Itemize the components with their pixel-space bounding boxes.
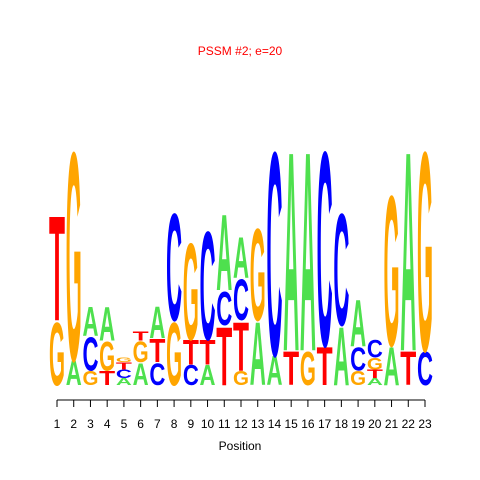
logo-letter: T bbox=[233, 309, 249, 387]
logo-letter: G bbox=[417, 92, 433, 410]
x-tick-label: 23 bbox=[418, 417, 432, 431]
logo-letter: T bbox=[200, 334, 217, 372]
logo-letter: T bbox=[283, 342, 299, 396]
logo-letter: C bbox=[216, 282, 232, 336]
logo-letter: G bbox=[367, 355, 383, 373]
x-tick-label: 19 bbox=[351, 417, 365, 431]
x-tick-label: 13 bbox=[251, 417, 265, 431]
chart-title: PSSM #2; e=20 bbox=[198, 44, 283, 58]
x-tick-label: 1 bbox=[54, 417, 61, 431]
logo-letter: T bbox=[149, 334, 165, 371]
logo-letter: C bbox=[333, 181, 349, 360]
x-tick-label: 11 bbox=[218, 417, 231, 431]
logo-letter: T bbox=[216, 310, 232, 404]
x-tick-label: 16 bbox=[301, 417, 315, 431]
logo-letter: T bbox=[99, 367, 115, 389]
logo-letter: A bbox=[216, 192, 232, 313]
x-tick-label: 18 bbox=[335, 417, 349, 431]
logo-letter: A bbox=[266, 348, 282, 394]
logo-letter: A bbox=[250, 303, 266, 404]
logo-letter: C bbox=[149, 356, 165, 392]
logo-letter: T bbox=[400, 342, 416, 396]
logo-letter: A bbox=[200, 359, 216, 391]
x-tick-label: 4 bbox=[104, 417, 111, 431]
logo-letter: C bbox=[417, 342, 433, 396]
logo-letter: T bbox=[133, 329, 149, 344]
logo-letter: A bbox=[283, 92, 299, 410]
x-tick-label: 6 bbox=[137, 417, 144, 431]
logo-letter: A bbox=[384, 337, 400, 398]
logo-letter: C bbox=[350, 342, 366, 379]
logo-letter: C bbox=[116, 368, 132, 381]
logo-letter: C bbox=[233, 269, 249, 333]
x-tick-label: 17 bbox=[318, 417, 332, 431]
logo-letter: G bbox=[250, 202, 266, 349]
logo-letter: C bbox=[166, 183, 182, 353]
logo-letter: A bbox=[400, 92, 416, 410]
logo-letter: T bbox=[49, 185, 65, 353]
logo-letter: C bbox=[200, 200, 216, 373]
logo-letter: T bbox=[116, 360, 133, 371]
logo-letter: T bbox=[317, 337, 333, 398]
logo-letter: A bbox=[99, 298, 115, 352]
logo-letter: T bbox=[367, 368, 384, 381]
logo-letter: A bbox=[149, 297, 165, 348]
logo-letter: G bbox=[300, 342, 316, 396]
logo-letter: G bbox=[49, 303, 65, 404]
x-tick-label: 12 bbox=[234, 417, 248, 431]
x-tick-label: 7 bbox=[154, 417, 161, 431]
logo-letter: G bbox=[384, 153, 400, 392]
logo-letter: C bbox=[367, 336, 383, 363]
logo-letter: G bbox=[133, 335, 149, 369]
x-tick-label: 2 bbox=[70, 417, 77, 431]
logo-letter: A bbox=[233, 227, 249, 291]
logo-letter: G bbox=[183, 215, 199, 370]
logo-letter: G bbox=[233, 367, 249, 389]
logo-letter: G bbox=[166, 303, 182, 404]
logo-letter: C bbox=[317, 93, 333, 404]
logo-letter: A bbox=[66, 355, 82, 393]
logo-letter: C bbox=[266, 91, 282, 417]
logo-letter: G bbox=[82, 367, 98, 389]
x-tick-label: 9 bbox=[187, 417, 194, 431]
logo-letter: A bbox=[367, 376, 383, 387]
logo-letter: C bbox=[82, 328, 98, 382]
x-tick-label: 15 bbox=[285, 417, 299, 431]
logo-letter: G bbox=[66, 89, 82, 423]
x-tick-label: 14 bbox=[268, 417, 282, 431]
x-tick-label: 22 bbox=[402, 417, 416, 431]
x-tick-label: 3 bbox=[87, 417, 94, 431]
logo-letter: A bbox=[300, 92, 316, 410]
x-axis-label: Position bbox=[219, 439, 262, 453]
x-tick-label: 20 bbox=[368, 417, 382, 431]
logo-letter: T bbox=[183, 334, 200, 372]
logo-letter: A bbox=[133, 356, 149, 392]
x-tick-label: 5 bbox=[121, 417, 128, 431]
logo-letter: A bbox=[82, 299, 98, 345]
logo-letter: A bbox=[350, 287, 366, 361]
x-tick-label: 10 bbox=[201, 417, 215, 431]
logo-letter: G bbox=[350, 367, 366, 389]
logo-letter: G bbox=[116, 356, 132, 363]
logo-letter: G bbox=[99, 334, 115, 380]
x-tick-label: 21 bbox=[385, 417, 399, 431]
logo-letter: C bbox=[183, 359, 199, 391]
logo-letter: A bbox=[116, 376, 132, 387]
x-tick-label: 8 bbox=[171, 417, 178, 431]
logo-letter: A bbox=[333, 310, 349, 404]
